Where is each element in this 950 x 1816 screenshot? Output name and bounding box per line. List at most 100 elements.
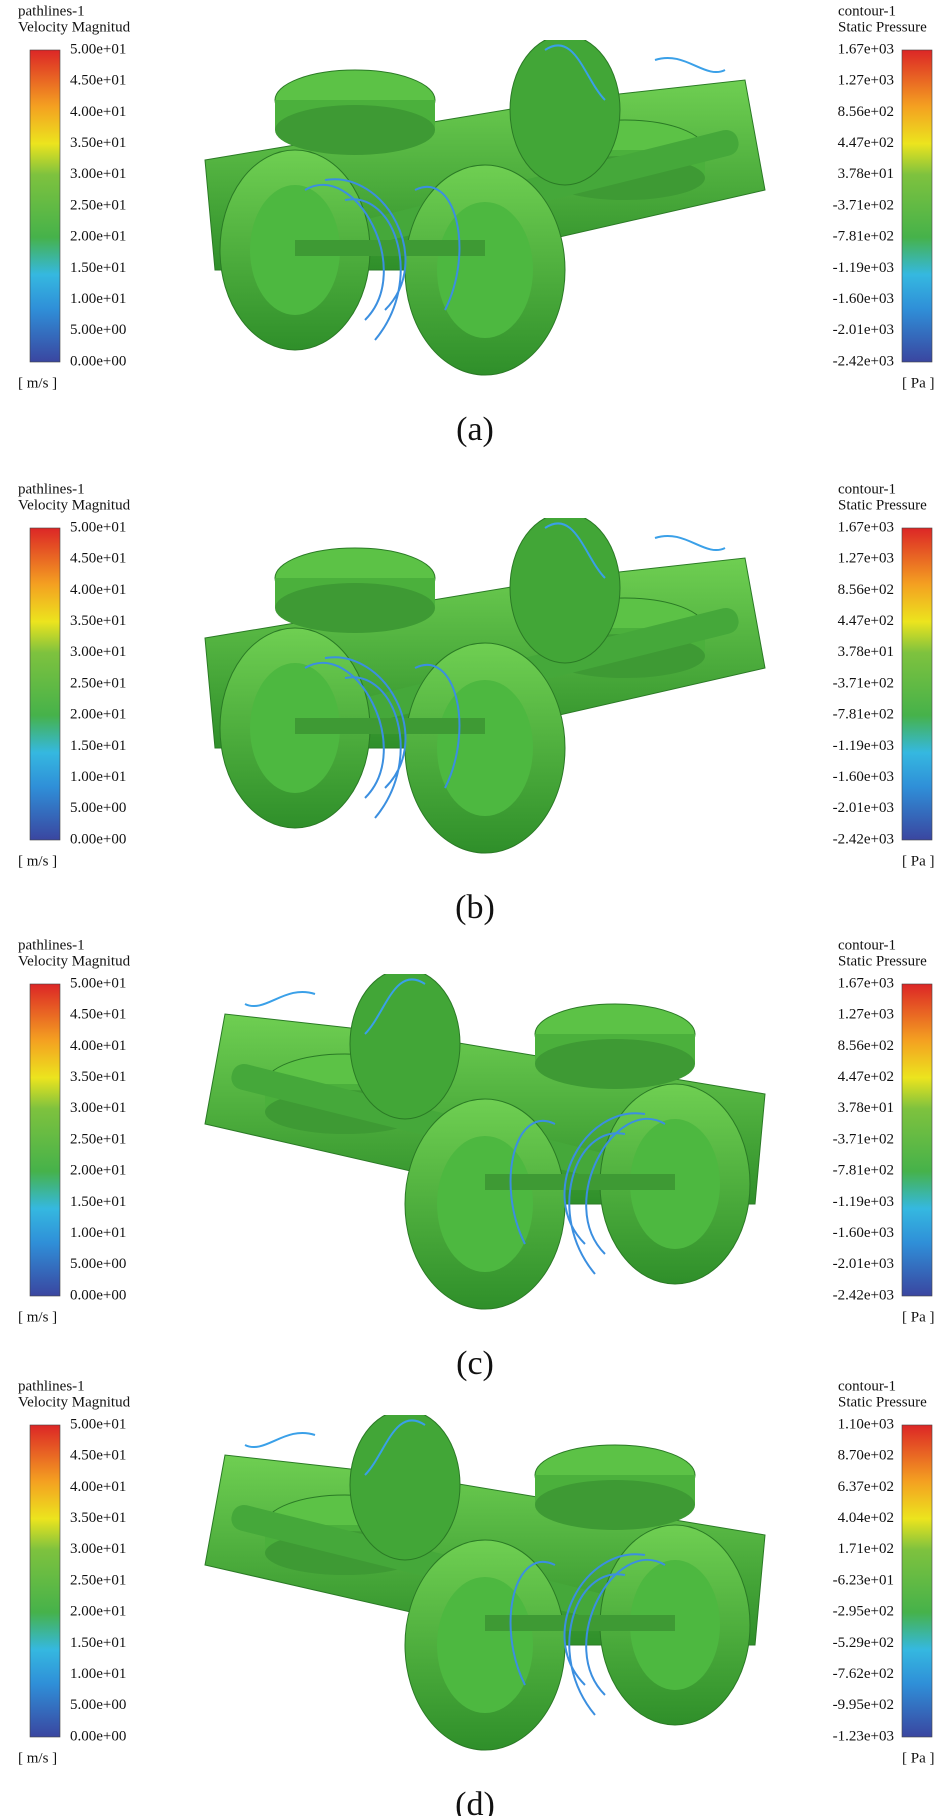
colorbar-tick-label: -3.71e+02 — [833, 675, 894, 691]
bogie-render — [203, 974, 767, 1311]
colorbar-tick-label: 5.00e+00 — [70, 322, 126, 338]
legend-title: contour-1 — [838, 1378, 896, 1394]
bogie-render — [203, 518, 767, 855]
colorbar-tick-label: 1.27e+03 — [838, 73, 894, 89]
panel-caption: (b) — [455, 889, 495, 926]
colorbar-tick-label: -3.71e+02 — [833, 1131, 894, 1147]
colorbar-tick-label: 1.10e+03 — [838, 1416, 894, 1432]
colorbar-tick-label: 3.00e+01 — [70, 644, 126, 660]
colorbar-tick-label: 4.50e+01 — [70, 1007, 126, 1023]
panel-caption: (a) — [456, 411, 494, 448]
colorbar-tick-label: 0.00e+00 — [70, 831, 126, 847]
colorbar-tick-label: 2.50e+01 — [70, 675, 126, 691]
colorbar — [901, 1424, 933, 1738]
colorbar — [901, 49, 933, 363]
colorbar-tick-label: 5.00e+00 — [70, 1697, 126, 1713]
colorbar-tick-label: -1.19e+03 — [833, 260, 894, 276]
colorbar-unit: [ Pa ] — [902, 1750, 935, 1766]
colorbar-tick-label: -1.60e+03 — [833, 1225, 894, 1241]
colorbar-tick-label: 3.00e+01 — [70, 1100, 126, 1116]
colorbar-tick-label: -6.23e+01 — [833, 1572, 894, 1588]
colorbar-tick-label: 1.67e+03 — [838, 41, 894, 57]
colorbar-unit: [ Pa ] — [902, 853, 935, 869]
colorbar-tick-label: 8.56e+02 — [838, 104, 894, 120]
colorbar-tick-label: 5.00e+01 — [70, 519, 126, 535]
colorbar-tick-label: -7.62e+02 — [833, 1666, 894, 1682]
colorbar-tick-label: -1.60e+03 — [833, 291, 894, 307]
colorbar-tick-label: 1.50e+01 — [70, 260, 126, 276]
colorbar-tick-label: 3.78e+01 — [838, 1100, 894, 1116]
colorbar-tick-label: 1.00e+01 — [70, 769, 126, 785]
colorbar-tick-label: 4.00e+01 — [70, 582, 126, 598]
colorbar-tick-label: -7.81e+02 — [833, 1163, 894, 1179]
colorbar-tick-label: 2.50e+01 — [70, 1131, 126, 1147]
colorbar-tick-label: 1.00e+01 — [70, 1225, 126, 1241]
colorbar-tick-label: 1.50e+01 — [70, 1635, 126, 1651]
colorbar-tick-label: -7.81e+02 — [833, 707, 894, 723]
colorbar-tick-label: 1.67e+03 — [838, 975, 894, 991]
colorbar-tick-label: -2.95e+02 — [833, 1604, 894, 1620]
colorbar-tick-label: 5.00e+01 — [70, 975, 126, 991]
colorbar-unit: [ m/s ] — [18, 853, 57, 869]
colorbar-tick-label: -5.29e+02 — [833, 1635, 894, 1651]
colorbar-tick-label: 0.00e+00 — [70, 353, 126, 369]
colorbar-tick-label: 3.50e+01 — [70, 613, 126, 629]
colorbar-unit: [ Pa ] — [902, 1309, 935, 1325]
colorbar-tick-label: 4.00e+01 — [70, 1479, 126, 1495]
colorbar-tick-label: -3.71e+02 — [833, 197, 894, 213]
colorbar-tick-label: 3.50e+01 — [70, 1069, 126, 1085]
legend-title: pathlines-1 — [18, 1378, 85, 1394]
colorbar-tick-label: 4.00e+01 — [70, 1038, 126, 1054]
legend-title: contour-1 — [838, 3, 896, 19]
colorbar-tick-label: 1.50e+01 — [70, 1194, 126, 1210]
colorbar-tick-label: 3.00e+01 — [70, 1541, 126, 1557]
colorbar-tick-label: 5.00e+01 — [70, 1416, 126, 1432]
render — [203, 518, 767, 855]
colorbar-tick-label: 2.00e+01 — [70, 1604, 126, 1620]
colorbar — [29, 1424, 61, 1738]
colorbar-tick-label: 1.27e+03 — [838, 551, 894, 567]
colorbar-tick-label: 8.70e+02 — [838, 1448, 894, 1464]
colorbar-tick-label: 1.27e+03 — [838, 1007, 894, 1023]
colorbar-tick-label: 4.00e+01 — [70, 104, 126, 120]
legend-title: contour-1 — [838, 481, 896, 497]
render — [203, 974, 767, 1311]
colorbar-tick-label: 2.50e+01 — [70, 1572, 126, 1588]
colorbar-unit: [ m/s ] — [18, 1309, 57, 1325]
colorbar-tick-label: 4.50e+01 — [70, 1448, 126, 1464]
colorbar-tick-label: 1.50e+01 — [70, 738, 126, 754]
colorbar-tick-label: -7.81e+02 — [833, 229, 894, 245]
colorbar-tick-label: 3.50e+01 — [70, 135, 126, 151]
colorbar-unit: [ m/s ] — [18, 375, 57, 391]
colorbar-tick-label: 4.04e+02 — [838, 1510, 894, 1526]
colorbar-tick-label: 0.00e+00 — [70, 1287, 126, 1303]
colorbar-tick-label: 8.56e+02 — [838, 1038, 894, 1054]
colorbar-tick-label: 3.00e+01 — [70, 166, 126, 182]
colorbar-unit: [ Pa ] — [902, 375, 935, 391]
colorbar — [29, 983, 61, 1297]
bogie-render — [203, 40, 767, 377]
colorbar-tick-label: -2.01e+03 — [833, 800, 894, 816]
colorbar-tick-label: -2.42e+03 — [833, 1287, 894, 1303]
colorbar-tick-label: 1.67e+03 — [838, 519, 894, 535]
colorbar — [29, 527, 61, 841]
colorbar-tick-label: 1.00e+01 — [70, 291, 126, 307]
colorbar-tick-label: -1.60e+03 — [833, 769, 894, 785]
colorbar — [901, 983, 933, 1297]
colorbar-tick-label: 4.50e+01 — [70, 551, 126, 567]
legend-title: Velocity Magnitud — [18, 1394, 131, 1410]
render — [203, 1415, 767, 1752]
colorbar-tick-label: 2.50e+01 — [70, 197, 126, 213]
colorbar-tick-label: 3.78e+01 — [838, 166, 894, 182]
colorbar-tick-label: 4.47e+02 — [838, 135, 894, 151]
colorbar-tick-label: 4.50e+01 — [70, 73, 126, 89]
colorbar-tick-label: 0.00e+00 — [70, 1728, 126, 1744]
legend-title: contour-1 — [838, 937, 896, 953]
colorbar-tick-label: 2.00e+01 — [70, 1163, 126, 1179]
colorbar-tick-label: -2.42e+03 — [833, 831, 894, 847]
colorbar-tick-label: 2.00e+01 — [70, 229, 126, 245]
colorbar-tick-label: 5.00e+01 — [70, 41, 126, 57]
colorbar-tick-label: 2.00e+01 — [70, 707, 126, 723]
